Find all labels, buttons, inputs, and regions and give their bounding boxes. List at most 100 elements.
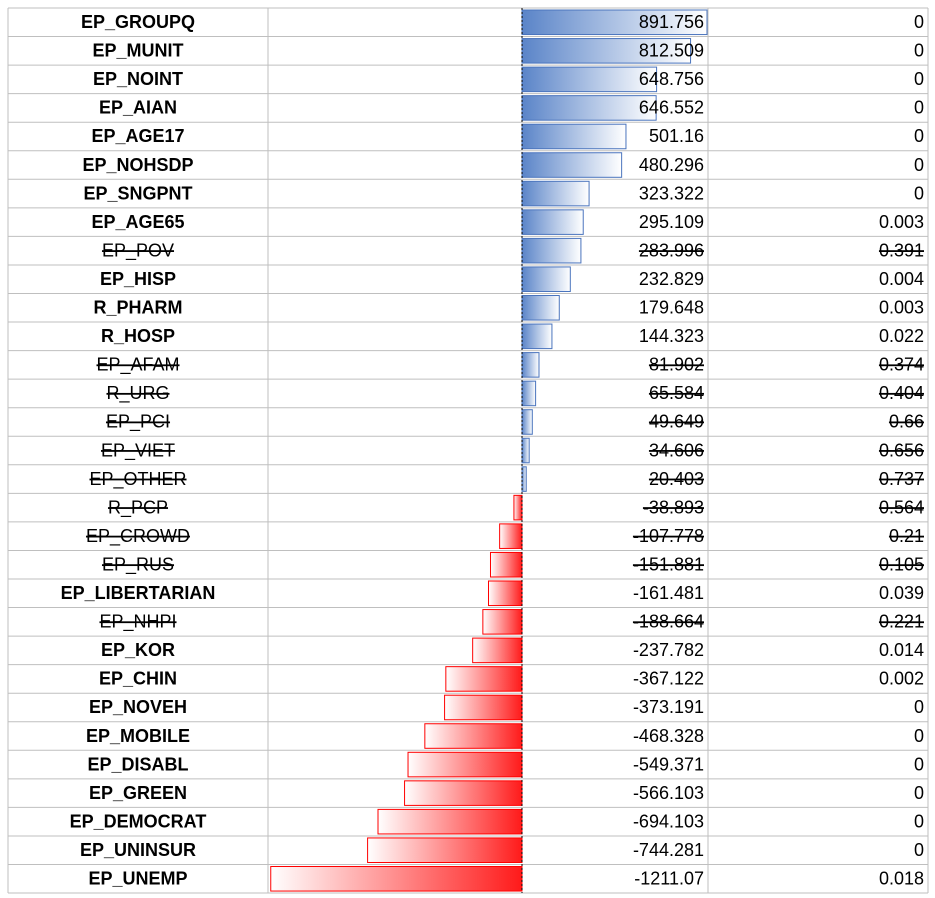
row-name: EP_CHIN (99, 669, 177, 689)
row-value: 20.403 (649, 469, 704, 489)
data-bar (521, 237, 582, 264)
row-value: 323.322 (639, 183, 704, 203)
row-p: 0.039 (879, 583, 924, 603)
row-p: 0.21 (889, 526, 924, 546)
row-p: 0.014 (879, 640, 924, 660)
row-value: -151.881 (633, 554, 704, 574)
data-bar (521, 380, 537, 407)
data-bar (487, 580, 523, 607)
data-bar (521, 152, 623, 178)
row-name: EP_NOVEH (89, 697, 187, 717)
row-value: 501.16 (649, 126, 704, 146)
data-bar (521, 95, 657, 121)
row-name: EP_AGE65 (91, 212, 184, 232)
row-name: EP_LIBERTARIAN (61, 583, 216, 603)
row-value: -566.103 (633, 783, 704, 803)
data-bar (521, 323, 553, 350)
row-name: EP_GROUPQ (81, 12, 195, 32)
row-p: 0 (914, 811, 924, 831)
data-bar (444, 694, 523, 721)
row-name: EP_PCI (106, 412, 170, 433)
row-value: -38.893 (643, 497, 704, 517)
row-name: EP_HISP (100, 269, 176, 289)
row-name: EP_CROWD (86, 526, 190, 547)
data-bar (270, 866, 523, 892)
row-name: EP_RUS (102, 554, 174, 575)
data-bar (521, 180, 590, 207)
row-value: -744.281 (633, 840, 704, 860)
data-bar (521, 38, 692, 64)
data-bar (367, 837, 523, 864)
row-p: 0 (914, 697, 924, 717)
row-p: 0.002 (879, 669, 924, 689)
row-name: EP_UNINSUR (80, 840, 196, 860)
row-value: 646.552 (639, 98, 704, 118)
row-name: EP_AGE17 (91, 126, 184, 146)
row-value: -1211.07 (634, 869, 704, 889)
data-bar (521, 352, 540, 378)
row-p: 0.018 (879, 869, 924, 889)
row-name: R_URG (106, 383, 169, 404)
data-bar (499, 523, 523, 549)
row-name: EP_NOHSDP (82, 155, 193, 175)
row-value: -549.371 (633, 754, 704, 774)
row-name: R_PHARM (93, 298, 182, 318)
data-bar (521, 437, 530, 464)
data-bar (377, 808, 523, 835)
data-bar (424, 723, 523, 749)
data-bar (521, 295, 560, 321)
row-name: EP_GREEN (89, 783, 187, 803)
row-p: 0.003 (879, 212, 924, 232)
row-p: 0.022 (879, 326, 924, 346)
row-name: EP_OTHER (89, 469, 186, 490)
row-value: 144.323 (639, 326, 704, 346)
data-bar (521, 466, 527, 492)
row-name: EP_NOINT (93, 69, 183, 89)
row-value: -161.481 (633, 583, 704, 603)
row-value: 648.756 (639, 69, 704, 89)
row-p: 0 (914, 840, 924, 860)
row-name: EP_POV (102, 240, 174, 261)
data-bar (521, 9, 708, 36)
row-value: 283.996 (639, 240, 704, 260)
row-p: 0.004 (879, 269, 924, 289)
data-bar (482, 609, 523, 635)
data-bar (521, 123, 627, 150)
data-bar (513, 494, 523, 521)
row-p: 0.564 (879, 497, 924, 517)
data-bar (521, 209, 584, 235)
row-name: EP_NHPI (99, 612, 176, 633)
row-p: 0.66 (889, 412, 924, 432)
row-value: 480.296 (639, 155, 704, 175)
data-bar (521, 266, 571, 293)
row-p: 0 (914, 12, 924, 32)
row-p: 0.737 (879, 469, 924, 489)
row-value: 232.829 (639, 269, 704, 289)
data-bar (445, 666, 523, 692)
data-bar (489, 551, 523, 578)
row-value: -367.122 (633, 669, 704, 689)
row-name: EP_MOBILE (86, 726, 190, 746)
row-p: 0.374 (879, 355, 924, 375)
row-name: EP_AFAM (96, 355, 179, 376)
row-value: 65.584 (649, 383, 704, 403)
row-name: EP_DISABL (87, 754, 188, 774)
row-name: EP_DEMOCRAT (70, 811, 207, 831)
row-name: R_PCP (108, 497, 168, 518)
row-value: 49.649 (649, 412, 704, 432)
row-name: R_HOSP (101, 326, 175, 346)
row-p: 0.656 (879, 440, 924, 460)
row-p: 0 (914, 183, 924, 203)
row-value: -373.191 (633, 697, 704, 717)
row-p: 0 (914, 726, 924, 746)
data-bar (521, 66, 658, 93)
row-value: 295.109 (639, 212, 704, 232)
row-name: EP_AIAN (99, 98, 177, 118)
row-value: 812.509 (639, 41, 704, 61)
row-value: 81.902 (649, 355, 704, 375)
data-bar (407, 751, 523, 778)
row-p: 0 (914, 126, 924, 146)
row-value: -237.782 (633, 640, 704, 660)
row-name: EP_UNEMP (88, 869, 187, 889)
